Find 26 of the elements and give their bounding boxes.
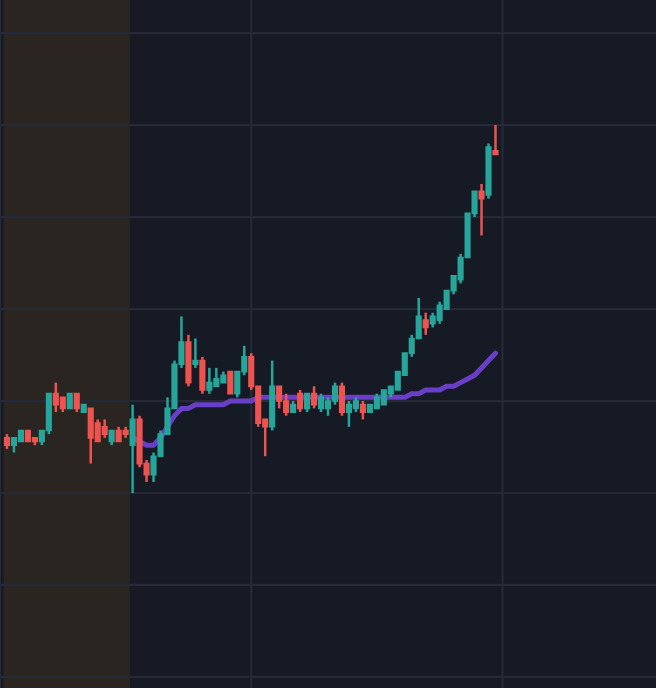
candlestick bbox=[345, 399, 353, 429]
candlestick bbox=[73, 392, 80, 414]
candlestick bbox=[283, 392, 290, 417]
candlestick bbox=[185, 333, 192, 388]
candlestick bbox=[317, 392, 325, 414]
candlestick bbox=[101, 418, 108, 440]
candlestick bbox=[52, 381, 59, 414]
candlestick bbox=[422, 311, 429, 337]
candlestick bbox=[213, 366, 220, 388]
candlestick bbox=[129, 403, 136, 495]
candlestick bbox=[269, 359, 276, 432]
candlestick bbox=[492, 123, 499, 156]
candlestick bbox=[485, 142, 492, 200]
candlestick bbox=[276, 385, 283, 410]
candlestick bbox=[45, 392, 52, 436]
candlestick bbox=[310, 385, 318, 410]
candlestick bbox=[359, 399, 366, 421]
candlestick bbox=[227, 370, 234, 395]
candlestick bbox=[297, 388, 304, 414]
candlestick bbox=[206, 366, 213, 395]
candlestick bbox=[303, 392, 311, 414]
candlestick bbox=[199, 355, 206, 395]
candlestick bbox=[478, 182, 485, 237]
candlestick bbox=[338, 381, 346, 417]
candlestick bbox=[192, 337, 199, 370]
candlestick bbox=[87, 407, 94, 465]
